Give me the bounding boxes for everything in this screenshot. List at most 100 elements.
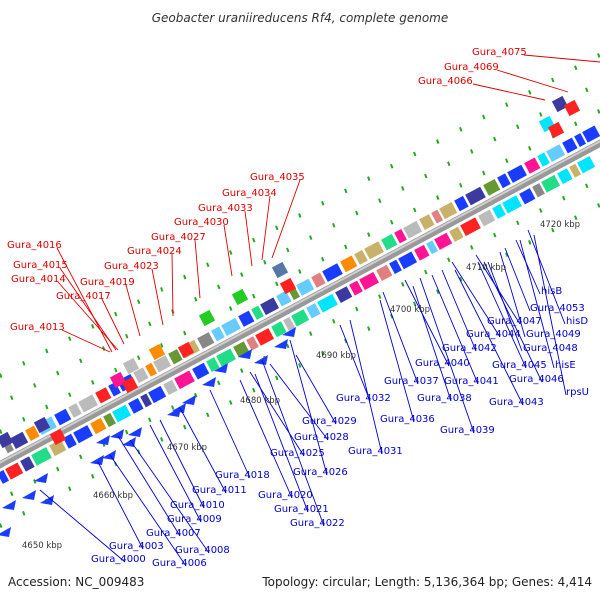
gene-label-gura-4034: Gura_4034 bbox=[222, 188, 277, 199]
gene-label-gura-4016: Gura_4016 bbox=[7, 240, 62, 251]
tick-mark bbox=[516, 124, 520, 130]
leader-line-reverse bbox=[475, 254, 521, 325]
gene-feature bbox=[163, 379, 178, 396]
tick-mark bbox=[528, 240, 532, 245]
gene-feature bbox=[502, 195, 522, 214]
gene-feature bbox=[33, 416, 51, 434]
tick-mark bbox=[91, 474, 95, 479]
tick-mark bbox=[493, 136, 497, 142]
gene-feature bbox=[216, 348, 236, 367]
gene-label-gura-4021: Gura_4021 bbox=[274, 504, 329, 515]
kbp-label-4670: 4670 kbp bbox=[167, 443, 207, 453]
gene-feature bbox=[238, 349, 252, 359]
gene-feature bbox=[2, 500, 16, 510]
gene-feature bbox=[569, 163, 582, 178]
gene-feature bbox=[582, 125, 600, 143]
gene-label-gura-4053: Gura_4053 bbox=[530, 303, 585, 314]
tick-mark bbox=[597, 203, 600, 208]
tick-mark bbox=[528, 90, 532, 95]
leader-line-forward bbox=[101, 298, 125, 345]
leader-line-reverse bbox=[515, 239, 541, 295]
leader-line-forward bbox=[223, 224, 233, 277]
gene-feature bbox=[68, 403, 82, 418]
gene-feature bbox=[507, 164, 527, 183]
gene-feature bbox=[519, 188, 536, 205]
leader-line-forward bbox=[151, 268, 164, 326]
leader-line-forward bbox=[194, 239, 201, 299]
tick-mark bbox=[436, 289, 440, 294]
gene-label-gura-4046: Gura_4046 bbox=[509, 374, 564, 385]
gene-label-gura-4039: Gura_4039 bbox=[440, 425, 495, 436]
tick-mark bbox=[148, 417, 152, 423]
tick-mark bbox=[275, 281, 279, 287]
gene-feature bbox=[49, 439, 67, 457]
tick-mark bbox=[436, 195, 440, 200]
gene-feature bbox=[5, 462, 24, 480]
tick-mark bbox=[56, 370, 60, 376]
gene-label-gura-4010: Gura_4010 bbox=[170, 500, 225, 511]
gene-feature bbox=[177, 341, 195, 359]
gene-feature bbox=[577, 156, 596, 174]
tick-mark bbox=[286, 247, 290, 253]
gene-feature bbox=[434, 232, 453, 250]
tick-mark bbox=[367, 232, 371, 237]
tick-mark bbox=[252, 237, 256, 243]
tick-mark bbox=[79, 358, 83, 364]
tick-mark bbox=[298, 269, 302, 274]
tick-mark bbox=[528, 146, 532, 151]
tick-mark bbox=[459, 182, 463, 188]
tick-mark bbox=[240, 368, 244, 373]
tick-mark bbox=[91, 380, 95, 385]
leader-line-forward bbox=[59, 267, 117, 351]
gene-feature bbox=[122, 357, 140, 375]
leader-line-reverse bbox=[239, 379, 293, 499]
leader-line-reverse bbox=[109, 454, 187, 567]
leader-line-reverse bbox=[254, 373, 309, 513]
gene-label-gura-4008: Gura_4008 bbox=[175, 545, 230, 556]
gene-feature bbox=[317, 293, 338, 313]
leader-line-reverse bbox=[527, 229, 566, 325]
leader-line-reverse bbox=[454, 269, 524, 406]
tick-mark bbox=[275, 225, 279, 231]
gene-label-gura-4003: Gura_4003 bbox=[109, 541, 164, 552]
gene-label-gura-4036: Gura_4036 bbox=[380, 414, 435, 425]
gene-label-gura-4044: Gura_4044 bbox=[466, 329, 521, 340]
kbp-label-4660: 4660 kbp bbox=[93, 491, 133, 501]
leader-line-forward bbox=[125, 284, 141, 337]
gene-label-gura-4028: Gura_4028 bbox=[294, 432, 349, 443]
tick-mark bbox=[206, 412, 210, 418]
leader-line-reverse bbox=[533, 234, 567, 396]
gene-feature bbox=[439, 202, 458, 220]
gene-label-gura-4031: Gura_4031 bbox=[348, 446, 403, 457]
gene-label-gura-4024: Gura_4024 bbox=[127, 246, 182, 257]
gene-feature bbox=[282, 327, 296, 337]
kbp-label-4680: 4680 kbp bbox=[240, 396, 280, 406]
gene-feature bbox=[108, 382, 121, 397]
gene-label-gura-4033: Gura_4033 bbox=[198, 203, 253, 214]
tick-mark bbox=[0, 373, 3, 378]
gene-feature bbox=[562, 137, 578, 154]
leader-line-forward bbox=[56, 247, 113, 353]
tick-mark bbox=[505, 102, 509, 108]
gene-feature bbox=[63, 433, 77, 449]
accession-label: Accession: NC_009483 bbox=[8, 575, 144, 589]
tick-mark bbox=[321, 350, 325, 356]
tick-mark bbox=[217, 284, 221, 290]
gene-feature bbox=[541, 174, 561, 193]
gene-feature bbox=[128, 427, 142, 437]
tick-mark bbox=[68, 336, 72, 342]
tick-mark bbox=[160, 287, 164, 292]
gene-feature bbox=[563, 99, 581, 117]
leader-line-reverse bbox=[249, 371, 305, 457]
leader-line-reverse bbox=[483, 261, 543, 383]
tick-mark bbox=[505, 252, 509, 258]
gene-label-gura-4019: Gura_4019 bbox=[80, 277, 135, 288]
leader-line-reverse bbox=[431, 274, 479, 385]
leader-line-forward bbox=[171, 253, 174, 317]
gene-feature bbox=[148, 385, 167, 404]
gene-feature bbox=[551, 95, 569, 113]
tick-mark bbox=[298, 213, 302, 218]
gene-label-gura-4035: Gura_4035 bbox=[250, 172, 305, 183]
leader-line-forward bbox=[57, 281, 119, 351]
kbp-label-4700: 4700 kbp bbox=[390, 305, 430, 315]
